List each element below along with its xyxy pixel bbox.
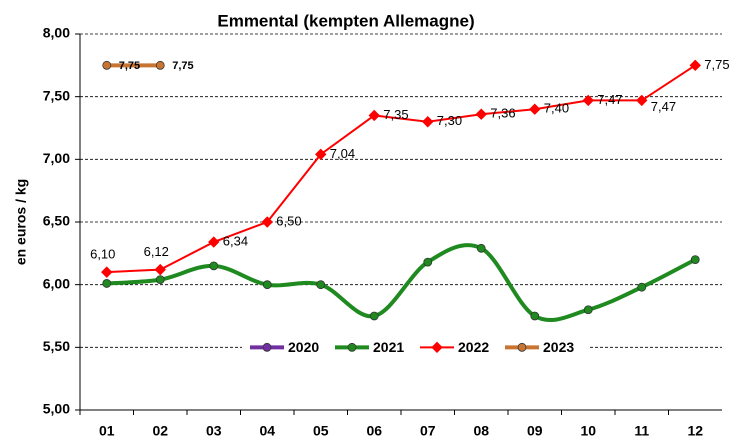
data-label: 7,40 — [544, 101, 569, 116]
y-tick-label: 6,00 — [43, 275, 70, 291]
data-label: 6,12 — [144, 244, 169, 259]
marker — [316, 280, 326, 290]
marker — [208, 236, 220, 248]
legend-label: 2021 — [373, 339, 404, 355]
legend-label: 2023 — [543, 339, 574, 355]
chart-title: Emmental (kempten Allemagne) — [217, 11, 474, 30]
legend-label: 2020 — [288, 339, 319, 355]
x-tick-label: 10 — [580, 423, 596, 439]
marker — [530, 311, 540, 321]
marker — [637, 282, 647, 292]
x-tick-label: 11 — [634, 423, 649, 439]
x-tick-label: 04 — [259, 423, 275, 439]
data-label: 7,47 — [651, 99, 676, 114]
marker — [583, 305, 593, 315]
marker — [155, 275, 165, 285]
marker — [529, 103, 541, 115]
data-label: 6,10 — [90, 247, 115, 262]
data-label: 7,35 — [383, 107, 408, 122]
data-label: 6,34 — [223, 233, 248, 248]
x-tick-label: 08 — [473, 423, 489, 439]
data-label: 6,50 — [276, 213, 301, 228]
y-tick-label: 8,00 — [43, 25, 70, 41]
marker — [315, 148, 327, 161]
x-tick-label: 05 — [313, 423, 329, 439]
y-tick-label: 6,50 — [43, 213, 70, 229]
x-tick-label: 09 — [527, 423, 543, 439]
marker — [422, 116, 434, 128]
legend-box — [242, 336, 590, 359]
x-tick-label: 03 — [206, 423, 222, 439]
marker — [423, 257, 433, 267]
y-tick-label: 7,50 — [43, 87, 70, 103]
marker — [582, 94, 594, 107]
marker — [690, 255, 700, 265]
legend: 2020 2021 2022 2023 — [242, 336, 590, 359]
y-tick-label: 5,00 — [43, 401, 70, 417]
marker — [347, 342, 357, 352]
x-tick-label: 01 — [99, 423, 115, 439]
marker — [154, 263, 166, 276]
marker — [209, 261, 219, 271]
data-label: 7,75 — [704, 57, 729, 72]
marker — [476, 243, 486, 253]
data-label: 7,47 — [597, 92, 622, 107]
marker — [155, 60, 165, 70]
data-label: 7,75 — [172, 60, 193, 72]
data-label: 7,75 — [119, 60, 140, 72]
marker — [636, 94, 648, 107]
marker — [475, 108, 487, 120]
x-tick-label: 12 — [687, 423, 703, 439]
marker — [102, 60, 112, 70]
marker — [102, 279, 112, 288]
marker — [368, 109, 380, 122]
series-line — [106, 64, 696, 274]
x-tick-label: 07 — [420, 423, 436, 439]
title-box — [211, 9, 481, 33]
data-label: 7,04 — [330, 146, 355, 161]
legend-label: 2022 — [458, 339, 489, 355]
marker — [369, 311, 379, 321]
marker — [101, 266, 113, 278]
y-axis-label: en euros / kg — [13, 179, 29, 265]
data-label: 7,36 — [490, 106, 515, 121]
x-tick-label: 06 — [366, 423, 382, 439]
data-label: 7,30 — [437, 113, 462, 128]
marker — [262, 342, 272, 352]
marker — [689, 59, 701, 72]
marker — [261, 216, 273, 228]
marker — [431, 341, 443, 354]
y-tick-label: 7,00 — [43, 150, 70, 166]
marker — [262, 280, 272, 290]
series-line — [106, 243, 697, 323]
y-tick-label: 5,50 — [43, 338, 70, 354]
marker — [517, 342, 527, 352]
x-tick-label: 02 — [152, 423, 168, 439]
